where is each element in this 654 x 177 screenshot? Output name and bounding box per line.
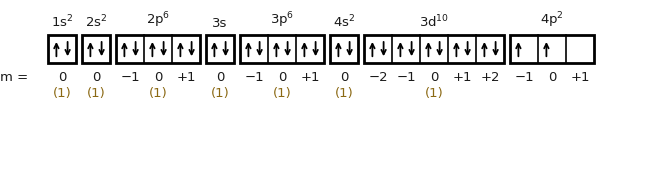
Text: −1: −1 <box>396 71 416 84</box>
Text: −2: −2 <box>368 71 388 84</box>
Text: (1): (1) <box>211 87 230 100</box>
Text: +2: +2 <box>480 71 500 84</box>
Text: −1: −1 <box>514 71 534 84</box>
Text: −1: −1 <box>120 71 140 84</box>
Text: 3p$^6$: 3p$^6$ <box>270 10 294 30</box>
Text: (1): (1) <box>52 87 71 100</box>
Text: +1: +1 <box>176 71 196 84</box>
Text: (1): (1) <box>148 87 167 100</box>
Text: 4p$^2$: 4p$^2$ <box>540 10 564 30</box>
Bar <box>240 35 324 63</box>
Text: 0: 0 <box>216 71 224 84</box>
Text: (1): (1) <box>424 87 443 100</box>
Bar <box>364 35 504 63</box>
Text: (1): (1) <box>273 87 292 100</box>
Text: (1): (1) <box>86 87 105 100</box>
Text: 0: 0 <box>340 71 348 84</box>
Text: (1): (1) <box>335 87 353 100</box>
Text: +1: +1 <box>570 71 590 84</box>
Text: 3s: 3s <box>213 17 228 30</box>
Bar <box>48 35 76 63</box>
Bar <box>82 35 110 63</box>
Bar <box>330 35 358 63</box>
Text: 4s$^2$: 4s$^2$ <box>333 13 355 30</box>
Bar <box>206 35 234 63</box>
Text: 3d$^{10}$: 3d$^{10}$ <box>419 13 449 30</box>
Text: +1: +1 <box>300 71 320 84</box>
Text: 1s$^2$: 1s$^2$ <box>51 13 73 30</box>
Text: 0: 0 <box>154 71 162 84</box>
Bar <box>116 35 200 63</box>
Text: 0: 0 <box>430 71 438 84</box>
Text: −1: −1 <box>244 71 264 84</box>
Text: 0: 0 <box>58 71 66 84</box>
Text: 2s$^2$: 2s$^2$ <box>85 13 107 30</box>
Text: +1: +1 <box>453 71 472 84</box>
Bar <box>510 35 594 63</box>
Text: 0: 0 <box>92 71 100 84</box>
Text: 0: 0 <box>278 71 286 84</box>
Text: 0: 0 <box>548 71 556 84</box>
Text: m =: m = <box>0 71 33 84</box>
Text: 2p$^6$: 2p$^6$ <box>146 10 170 30</box>
